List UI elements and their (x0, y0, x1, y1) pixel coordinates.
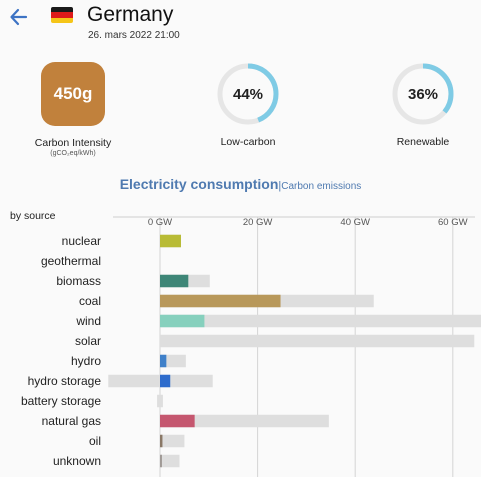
category-label: coal (79, 294, 101, 308)
germany-flag-icon (51, 7, 73, 23)
production-bar (160, 454, 162, 468)
capacity-bar (160, 354, 186, 368)
low-carbon-ring (217, 63, 279, 125)
renewable-label: Renewable (396, 136, 450, 148)
tick-label: 20 GW (243, 217, 273, 228)
flag-stripe-gold (51, 17, 73, 23)
capacity-bar (160, 334, 475, 348)
production-bar (160, 354, 167, 368)
category-label: solar (75, 334, 101, 348)
tick-label: 60 GW (438, 217, 468, 228)
production-bar (160, 234, 181, 248)
chart-tabs: Electricity consumption|Carbon emissions (0, 176, 481, 194)
capacity-bar (160, 414, 329, 428)
carbon-intensity-badge: 450g (41, 62, 105, 126)
category-label: nuclear (62, 234, 101, 248)
capacity-bar (160, 314, 481, 328)
low-carbon-value: 44% (232, 85, 264, 103)
low-carbon-label: Low-carbon (220, 136, 276, 148)
category-label: biomass (56, 274, 101, 288)
zone-title: Germany (87, 3, 174, 26)
carbon-intensity-value: 450g (53, 84, 93, 103)
category-label: oil (89, 434, 101, 448)
production-bar (160, 414, 195, 428)
renewable-gauge: 36% (391, 62, 455, 126)
tab-separator: | (278, 180, 282, 192)
tick-label: 40 GW (340, 217, 370, 228)
capacity-bar (160, 454, 180, 468)
category-label: hydro (71, 354, 101, 368)
renewable-value: 36% (407, 85, 439, 103)
chart-subtitle: by source (10, 210, 56, 222)
production-chart: by source 0 GW 20 GW 40 GW 60 GW nuclear geoth… (10, 210, 481, 477)
category-label: battery storage (21, 394, 101, 408)
production-bar (160, 374, 171, 388)
capacity-bar (160, 434, 185, 448)
arrow-left-icon (10, 8, 28, 26)
flag-stripe-black (51, 7, 73, 13)
category-label: hydro storage (28, 374, 102, 388)
production-bar (160, 274, 189, 288)
carbon-intensity-label: Carbon Intensity (34, 137, 112, 149)
category-label: wind (75, 314, 101, 328)
category-label: natural gas (42, 414, 101, 428)
tab-electricity-consumption[interactable]: Electricity consumption (119, 176, 279, 192)
renewable-ring (392, 63, 454, 125)
category-label: unknown (53, 454, 101, 468)
category-label: geothermal (41, 254, 101, 268)
production-bar (160, 294, 281, 308)
flag-stripe-red (51, 12, 73, 18)
low-carbon-gauge: 44% (216, 62, 280, 126)
back-button[interactable] (8, 6, 30, 28)
production-bar (160, 314, 205, 328)
carbon-intensity-unit: (gCO₂eq/kWh) (50, 150, 96, 157)
zone-datetime: 26. mars 2022 21:00 (88, 30, 180, 41)
production-bar (160, 434, 163, 448)
tab-carbon-emissions[interactable]: Carbon emissions (281, 181, 362, 192)
capacity-bar (157, 394, 163, 408)
tick-label: 0 GW (148, 217, 172, 228)
